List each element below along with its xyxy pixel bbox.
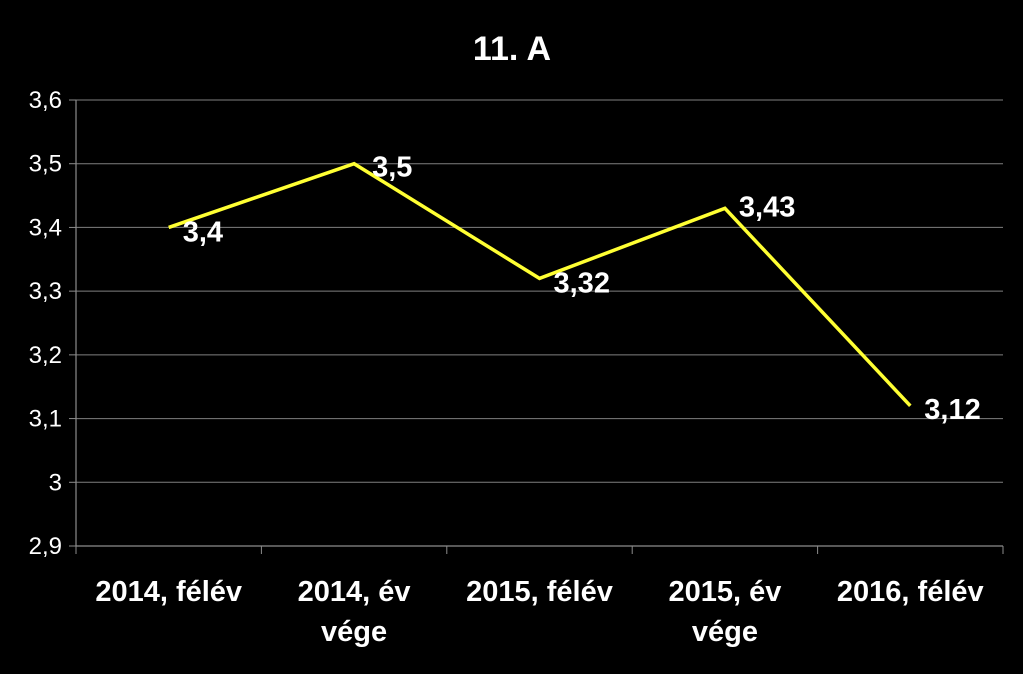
y-tick-label: 3,6 [29,87,62,114]
x-tick-label: 2014, félév [95,576,242,608]
data-label: 3,32 [554,267,610,299]
x-tick-labels: 2014, félév 2014, év vége 2015, félév 2015, … [95,576,983,648]
data-labels: 3,4 3,5 3,32 3,43 3,12 [183,152,981,426]
y-tick-label: 3,2 [29,342,62,369]
y-tick-label: 3,5 [29,151,62,178]
data-label: 3,5 [372,152,412,184]
x-tick-label: 2015, félév [466,576,613,608]
series-line [168,161,912,408]
y-tick-label: 3 [49,469,62,496]
y-tick-labels: 2,9 3 3,1 3,2 3,3 3,4 3,5 3,6 [29,87,62,560]
y-tick-label: 2,9 [29,533,62,560]
y-tick-label: 3,3 [29,278,62,305]
y-tick-label: 3,4 [29,214,62,241]
series-lines [168,161,912,408]
chart-title: 11. A [473,30,551,68]
x-tick-label: 2014, év vége [298,576,411,648]
gridlines [76,99,1003,483]
data-label: 3,4 [183,216,223,248]
axes [69,99,1004,554]
x-tick-label: 2016, félév [837,576,984,608]
y-tick-label: 3,1 [29,406,62,433]
data-label: 3,43 [739,191,795,223]
data-label: 3,12 [924,394,980,426]
x-tick-label: 2015, év vége [668,576,781,648]
